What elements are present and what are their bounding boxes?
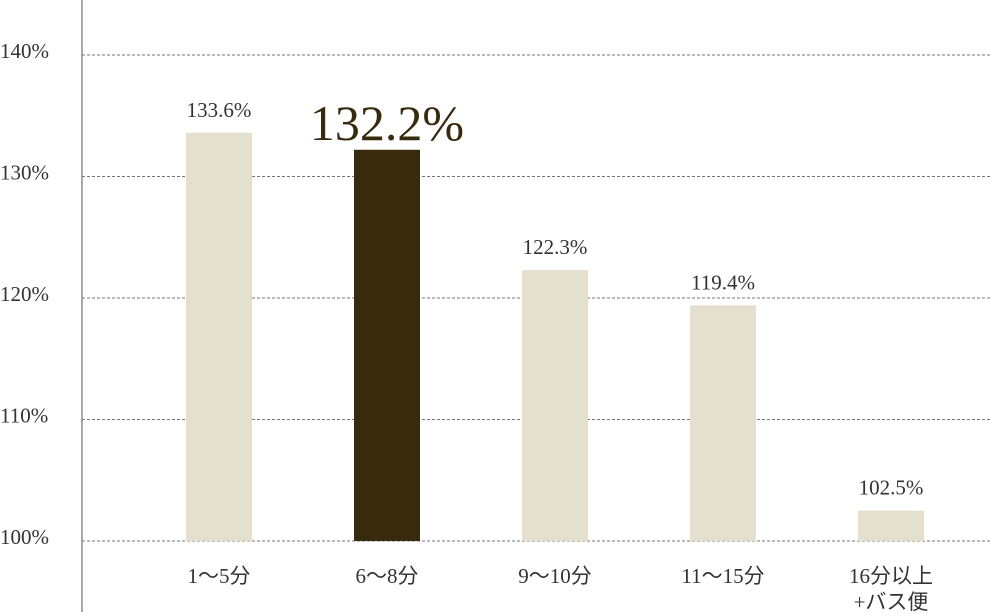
x-tick-label: 9〜10分 [518,564,592,588]
y-tick-label: 130% [0,160,49,184]
y-tick-label: 120% [0,282,49,306]
bar [690,305,756,541]
x-tick-label: 11〜15分 [681,564,765,588]
value-label: 132.2% [310,95,464,151]
bar [522,270,588,541]
value-label: 133.6% [187,98,252,122]
y-tick-label: 100% [0,525,49,549]
x-tick-label: 6〜8分 [355,564,419,588]
x-tick-label: 1〜5分 [187,564,251,588]
bar [186,132,252,541]
value-label: 122.3% [523,235,588,259]
y-tick-label: 110% [0,403,48,427]
bar [858,510,924,541]
y-tick-label: 140% [0,39,49,63]
value-label: 102.5% [859,476,924,500]
x-tick-label: 16分以上 +バス便 [849,564,933,614]
bar [354,149,420,541]
value-label: 119.4% [691,270,755,294]
